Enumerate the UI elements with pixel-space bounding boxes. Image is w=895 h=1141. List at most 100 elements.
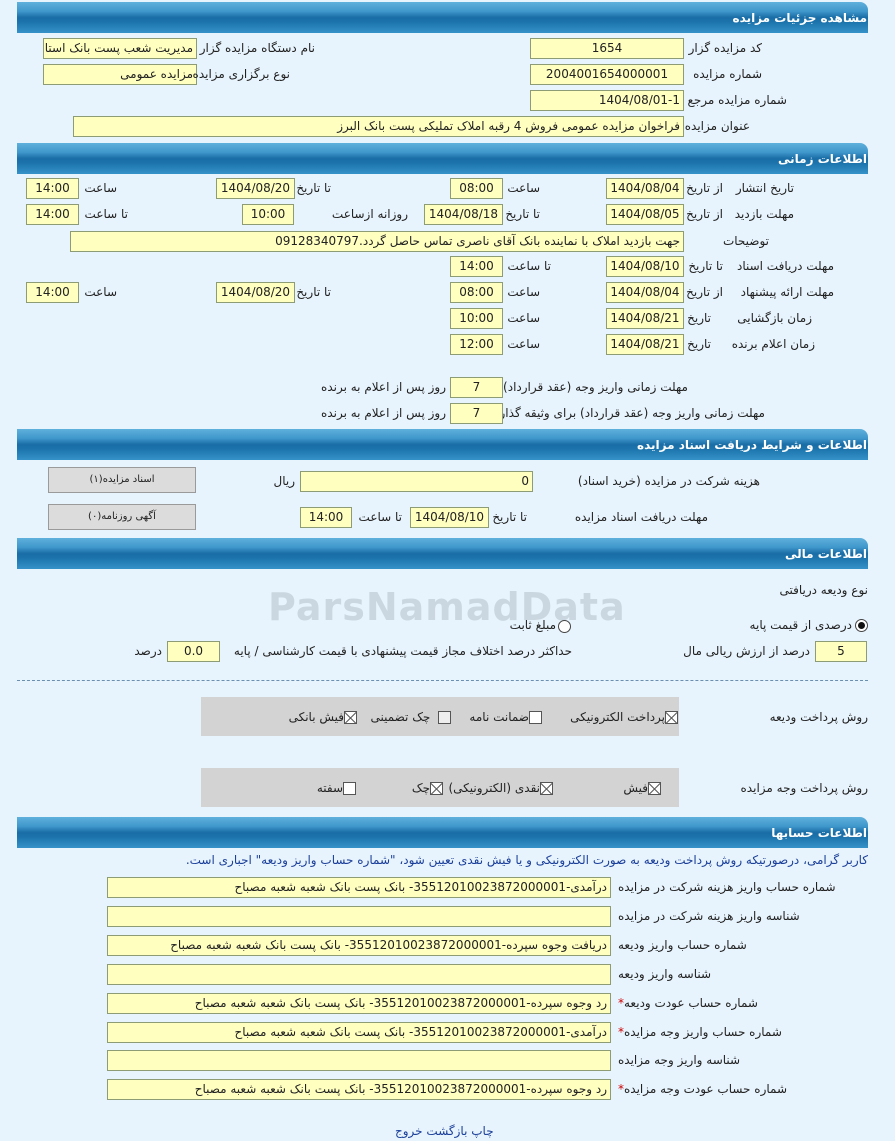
deposit-method-guarantee[interactable]: ضمانت نامه <box>469 709 542 725</box>
winner-label: زمان اعلام برنده <box>731 337 815 351</box>
print-link[interactable]: چاپ <box>471 1124 494 1138</box>
deposit-method-check[interactable]: چک تضمینی <box>370 709 451 725</box>
payment-method-slip[interactable]: فیش <box>623 780 661 796</box>
visit-to-date: 1404/08/18 <box>424 204 503 225</box>
exit-link[interactable]: خروج <box>395 1124 423 1138</box>
payment-method-promissory[interactable]: سفته <box>317 780 356 796</box>
offer-to-date: 1404/08/20 <box>216 282 295 303</box>
publish-label: تاریخ انتشار <box>735 181 794 195</box>
required-mark: * <box>618 1025 624 1039</box>
account-label: شماره حساب واریز وجه مزایده* <box>618 1022 782 1043</box>
hour-label: ساعت <box>507 311 540 325</box>
pay-deadline-days: 7 <box>450 377 503 398</box>
payment-method-check[interactable]: چک <box>412 780 443 796</box>
account-label-text: شماره حساب واریز ودیعه <box>618 938 747 952</box>
divider <box>17 680 868 681</box>
auction-type-field: مزایده عمومی <box>43 64 197 85</box>
account-label-text: شناسه واریز وجه مزایده <box>618 1053 741 1067</box>
deposit-percent-suffix: درصد از ارزش ریالی مال <box>683 644 810 658</box>
pay-deadline-guarantor-suffix: روز پس از اعلام به برنده <box>321 406 446 420</box>
offer-from-time: 08:00 <box>450 282 503 303</box>
to-date-label: تا تاریخ <box>296 181 331 195</box>
hour-label: ساعت <box>84 181 117 195</box>
ref-number-label: شماره مزایده مرجع <box>687 93 787 107</box>
auction-number-field: 2004001654000001 <box>530 64 684 85</box>
account-field: درآمدی-3551201002387200000​1- بانک پست ب… <box>107 1022 611 1043</box>
offer-deadline-label: مهلت ارائه پیشنهاد <box>740 285 834 299</box>
publish-to-time: 14:00 <box>26 178 79 199</box>
checkbox[interactable] <box>344 711 357 724</box>
offer-to-time: 14:00 <box>26 282 79 303</box>
publish-from-time: 08:00 <box>450 178 503 199</box>
radio-fixed[interactable] <box>558 620 571 633</box>
required-mark: * <box>618 996 624 1010</box>
account-label: شماره حساب واریز هزینه شرکت در مزایده <box>618 877 836 898</box>
opening-date: 1404/08/21 <box>606 308 684 329</box>
required-mark: * <box>618 1082 624 1096</box>
docs-to-date: 1404/08/10 <box>410 507 489 528</box>
auction-subject-field: فراخوان مزایده عمومی فروش 4 رقبه املاک ت… <box>73 116 684 137</box>
to-date-label: تا تاریخ <box>492 510 527 524</box>
pay-deadline-guarantor-days: 7 <box>450 403 503 424</box>
newspaper-ads-button[interactable]: آگهی روزنامه(۰) <box>48 504 196 530</box>
checkbox[interactable] <box>343 782 356 795</box>
payment-methods-box: فیش نقدی (الکترونیکی) چک سفته <box>201 768 679 807</box>
account-label: شماره حساب واریز ودیعه <box>618 935 747 956</box>
payment-method-label: روش پرداخت وجه مزایده <box>740 781 868 795</box>
back-link[interactable]: بازگشت <box>426 1124 468 1138</box>
notes-field: جهت بازدید املاک با نماینده بانک آقای نا… <box>70 231 684 252</box>
auction-number-label: شماره مزایده <box>693 67 762 81</box>
date-label: تاریخ <box>687 311 711 325</box>
max-diff-field: 0.0 <box>167 641 220 662</box>
auction-subject-label: عنوان مزایده <box>684 119 750 133</box>
docs-to-date: 1404/08/10 <box>606 256 684 277</box>
deposit-methods-box: پرداخت الکترونیکی ضمانت نامه چک تضمینی ف… <box>201 697 679 736</box>
deposit-percent-field: 5 <box>815 641 867 662</box>
docs-deadline-label: مهلت دریافت اسناد <box>736 259 834 273</box>
hour-label: ساعت <box>507 337 540 351</box>
publish-to-date: 1404/08/20 <box>216 178 295 199</box>
date-label: تاریخ <box>687 337 711 351</box>
docs-deadline-label: مهلت دریافت اسناد مزایده <box>574 510 708 524</box>
deposit-method-electronic[interactable]: پرداخت الکترونیکی <box>570 709 678 725</box>
account-label-text: شماره حساب عودت وجه مزایده <box>624 1082 788 1096</box>
to-date-label: تا تاریخ <box>688 259 723 273</box>
account-label-text: شناسه واریز ودیعه <box>618 967 712 981</box>
payment-method-cash[interactable]: نقدی (الکترونیکی) <box>448 780 553 796</box>
account-field <box>107 906 611 927</box>
section-header-financial: اطلاعات مالی <box>17 538 868 569</box>
offer-from-date: 1404/08/04 <box>606 282 684 303</box>
to-hour-label: تا ساعت <box>358 510 402 524</box>
checkbox[interactable] <box>529 711 542 724</box>
watermark-logo: ParsNamadData <box>268 585 626 629</box>
notes-label: توضیحات <box>722 234 769 248</box>
checkbox[interactable] <box>648 782 661 795</box>
account-label: شناسه واریز وجه مزایده <box>618 1050 740 1071</box>
auction-docs-button[interactable]: اسناد مزایده(۱) <box>48 467 196 493</box>
account-label-text: شماره حساب عودت ودیعه <box>624 996 758 1010</box>
checkbox[interactable] <box>540 782 553 795</box>
opening-label: زمان بازگشایی <box>737 311 812 325</box>
deposit-type-label: نوع ودیعه دریافتی <box>779 583 868 597</box>
from-date-label: از تاریخ <box>686 285 723 299</box>
visit-to-time: 14:00 <box>26 204 79 225</box>
account-label: شماره حساب عودت وجه مزایده* <box>618 1079 787 1100</box>
hour-label: ساعت <box>84 285 117 299</box>
to-date-label: تا تاریخ <box>296 285 331 299</box>
checkbox[interactable] <box>665 711 678 724</box>
winner-time: 12:00 <box>450 334 503 355</box>
account-label-text: شناسه واریز هزینه شرکت در مزایده <box>618 909 800 923</box>
deposit-method-label: روش پرداخت ودیعه <box>769 710 868 724</box>
checkbox[interactable] <box>438 711 451 724</box>
account-field <box>107 964 611 985</box>
radio-percent[interactable] <box>855 619 868 632</box>
fee-field: 0 <box>300 471 533 492</box>
radio-fixed-label: مبلغ ثابت <box>509 618 556 632</box>
accounts-notice: کاربر گرامی، درصورتیکه روش پرداخت ودیعه … <box>185 853 868 867</box>
docs-to-time: 14:00 <box>450 256 503 277</box>
currency-label: ریال <box>273 474 295 488</box>
checkbox[interactable] <box>430 782 443 795</box>
docs-to-time: 14:00 <box>300 507 352 528</box>
deposit-method-bank-slip[interactable]: فیش بانکی <box>289 709 357 725</box>
